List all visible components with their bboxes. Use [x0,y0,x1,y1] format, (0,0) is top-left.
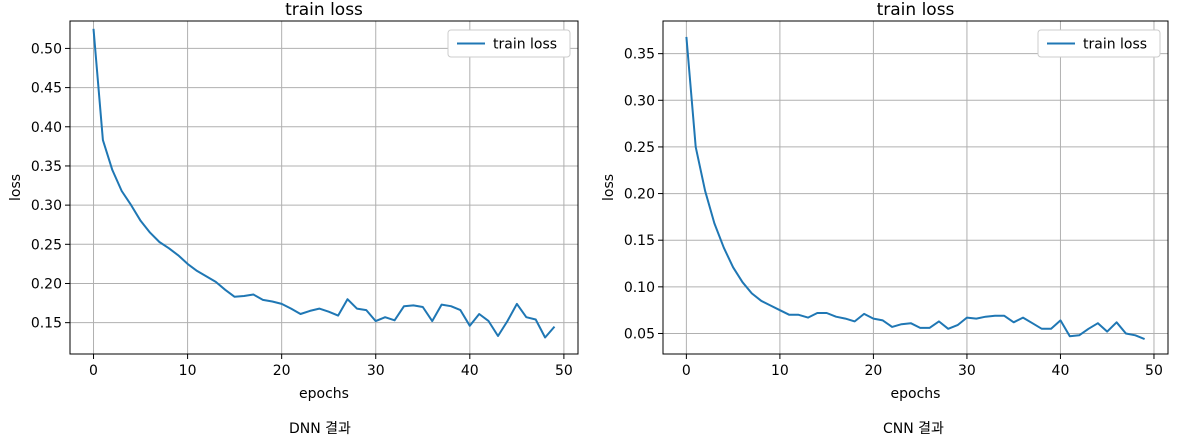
dnn-ytick-label-2: 0.25 [31,237,62,253]
cnn-chart-title: train loss [877,0,955,20]
dnn-ytick-label-0: 0.15 [31,316,62,332]
dnn-ytick-label-7: 0.50 [31,41,62,57]
dnn-chart-title: train loss [285,0,363,20]
dnn-series-line [92,28,556,339]
cnn-x-axis-label: epochs [891,386,941,402]
cnn-series-line [685,36,1145,341]
cnn-ytick-label-0: 0.05 [624,326,655,342]
cnn-ytick-label-3: 0.20 [624,187,655,203]
dnn-ytick-label-1: 0.20 [31,276,62,292]
cnn-xtick-label-4: 40 [1052,363,1070,379]
dnn-legend-label: train loss [493,37,557,53]
dnn-y-axis-label: loss [8,174,24,201]
cnn-ytick-label-5: 0.30 [624,93,655,109]
cnn-plot-frame [662,20,1169,355]
cnn-y-axis-label: loss [601,174,617,201]
cnn-ytick-label-1: 0.10 [624,280,655,296]
dnn-xtick-label-2: 20 [273,363,291,379]
dnn-ytick-label-4: 0.35 [31,159,62,175]
cnn-ytick-label-4: 0.25 [624,140,655,156]
dnn-ytick-label-5: 0.40 [31,120,62,136]
caption-cnn: CNN 결과 [883,421,944,437]
cnn-ytick-label-6: 0.35 [624,47,655,63]
dnn-xtick-label-3: 30 [367,363,385,379]
cnn-legend-label: train loss [1083,37,1147,53]
dnn-ytick-label-6: 0.45 [31,81,62,97]
cnn-xtick-label-2: 20 [865,363,883,379]
cnn-ytick-label-2: 0.15 [624,233,655,249]
cnn-xtick-label-5: 50 [1145,363,1163,379]
cnn-xtick-label-0: 0 [682,363,691,379]
dnn-xtick-label-1: 10 [179,363,197,379]
dnn-xtick-label-4: 40 [461,363,479,379]
dnn-xtick-label-5: 50 [555,363,573,379]
cnn-legend-box [1037,29,1161,58]
cnn-xtick-label-1: 10 [771,363,789,379]
dnn-ytick-label-3: 0.30 [31,198,62,214]
dnn-x-axis-label: epochs [299,386,349,402]
dnn-legend-box [447,29,571,58]
dnn-xtick-label-0: 0 [89,363,98,379]
caption-dnn: DNN 결과 [289,421,351,437]
dnn-plot-frame [69,20,579,355]
cnn-xtick-label-3: 30 [958,363,976,379]
